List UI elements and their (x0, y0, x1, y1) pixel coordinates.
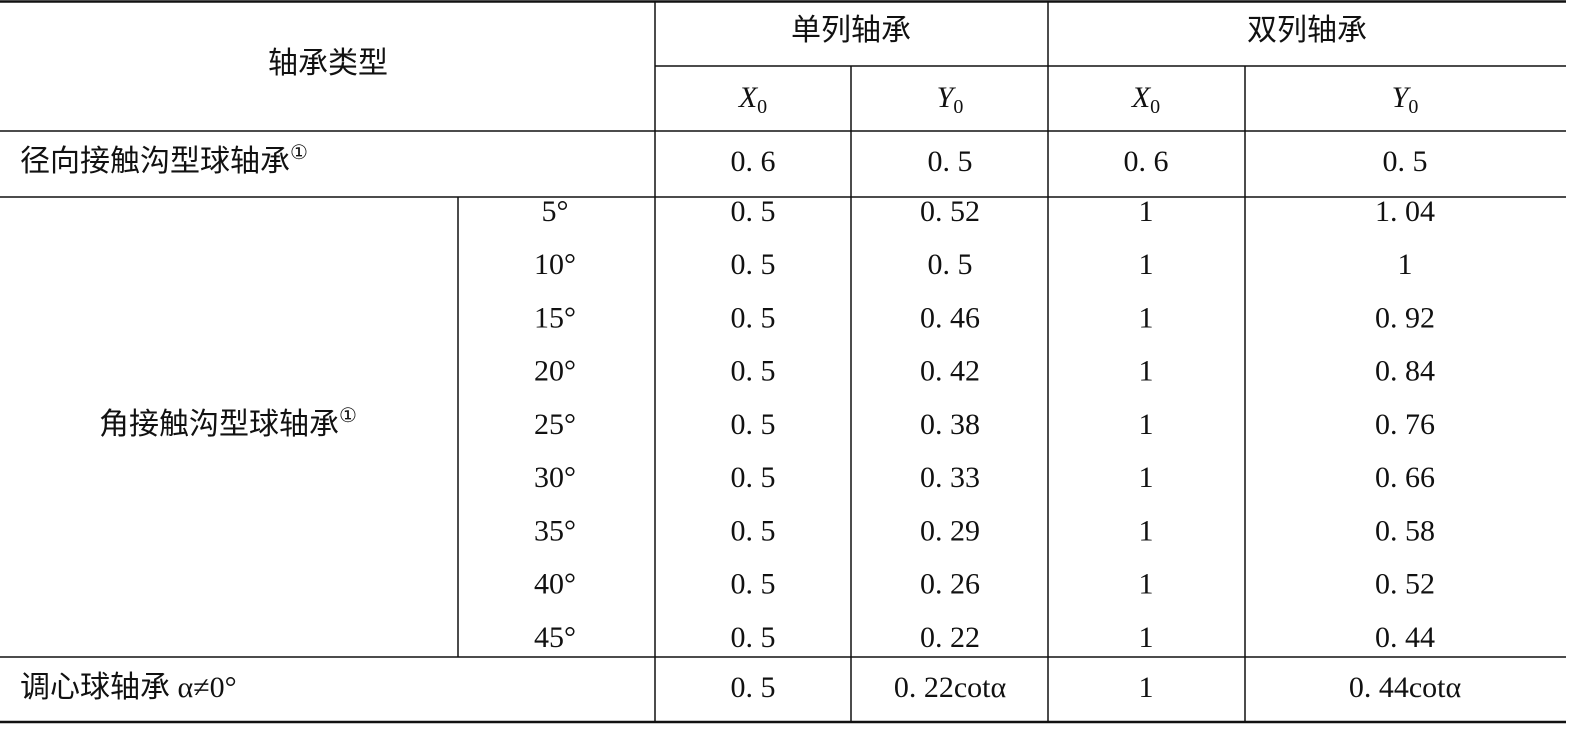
cell: 1 (1139, 621, 1154, 654)
label: 角接触沟型球轴承 (99, 408, 339, 441)
cell: 0. 6 (731, 145, 776, 178)
group-header: 单列轴承 (791, 14, 911, 47)
cell: 1 (1139, 248, 1154, 281)
header-title: 轴承类型 (268, 47, 388, 80)
angle: 40° (534, 568, 576, 601)
column-header: X0 (738, 81, 767, 118)
note: ① (339, 405, 357, 427)
cell: 0. 5 (731, 514, 776, 547)
angle: 45° (534, 621, 576, 654)
cell: 0. 92 (1375, 301, 1435, 334)
cell: 1 (1139, 355, 1154, 388)
cell: 1 (1139, 461, 1154, 494)
angle: 15° (534, 301, 576, 334)
cell: 0. 5 (731, 195, 776, 228)
cell: 0. 33 (920, 461, 980, 494)
group-header: 双列轴承 (1247, 14, 1367, 47)
cell: 0. 26 (920, 568, 980, 601)
cell: 0. 5 (731, 355, 776, 388)
column-header: Y0 (937, 81, 964, 118)
row-label: 角接触沟型球轴承① (99, 405, 357, 441)
cell: 0. 5 (731, 621, 776, 654)
cell: 0. 5 (731, 248, 776, 281)
cell: 0. 44 (1375, 621, 1435, 654)
cell: 0. 5 (1383, 145, 1428, 178)
cell: 1 (1139, 671, 1154, 704)
cell: 0. 29 (920, 514, 980, 547)
cell: 1. 04 (1375, 195, 1435, 228)
cell: 1 (1139, 568, 1154, 601)
cell: 0. 42 (920, 355, 980, 388)
symbol: Y (937, 81, 957, 114)
angle: 35° (534, 514, 576, 547)
angle: 25° (534, 408, 576, 441)
symbol: X (1131, 81, 1152, 114)
cell: 1 (1398, 248, 1413, 281)
cell: 0. 52 (1375, 568, 1435, 601)
row-label: 调心球轴承 α≠0° (20, 671, 237, 704)
cell: 1 (1139, 514, 1154, 547)
note: ① (290, 142, 308, 164)
cell: 0. 5 (928, 248, 973, 281)
cell: 0. 66 (1375, 461, 1435, 494)
label: 径向接触沟型球轴承 (20, 145, 290, 178)
symbol: Y (1392, 81, 1412, 114)
subscript: 0 (757, 96, 767, 118)
cell: 0. 5 (731, 461, 776, 494)
column-header: Y0 (1392, 81, 1419, 118)
cell: 0. 22 (920, 621, 980, 654)
cell: 0. 5 (928, 145, 973, 178)
cell: 0. 5 (731, 301, 776, 334)
cell: 0. 58 (1375, 514, 1435, 547)
cell: 0. 22cotα (894, 671, 1007, 704)
cell: 1 (1139, 301, 1154, 334)
angle: 5° (542, 195, 569, 228)
cell: 0. 6 (1124, 145, 1169, 178)
cell: 0. 84 (1375, 355, 1435, 388)
cell: 0. 38 (920, 408, 980, 441)
cell: 1 (1139, 195, 1154, 228)
subscript: 0 (953, 96, 963, 118)
cell: 1 (1139, 408, 1154, 441)
cell: 0. 76 (1375, 408, 1435, 441)
angle: 10° (534, 248, 576, 281)
subscript: 0 (1408, 96, 1418, 118)
cell: 0. 52 (920, 195, 980, 228)
cell: 0. 5 (731, 408, 776, 441)
column-header: X0 (1131, 81, 1160, 118)
cell: 0. 46 (920, 301, 980, 334)
angle: 20° (534, 355, 576, 388)
symbol: X (738, 81, 759, 114)
cell: 0. 5 (731, 671, 776, 704)
subscript: 0 (1150, 96, 1160, 118)
row-label: 径向接触沟型球轴承① (20, 142, 308, 178)
cell: 0. 5 (731, 568, 776, 601)
cell: 0. 44cotα (1349, 671, 1462, 704)
angle: 30° (534, 461, 576, 494)
